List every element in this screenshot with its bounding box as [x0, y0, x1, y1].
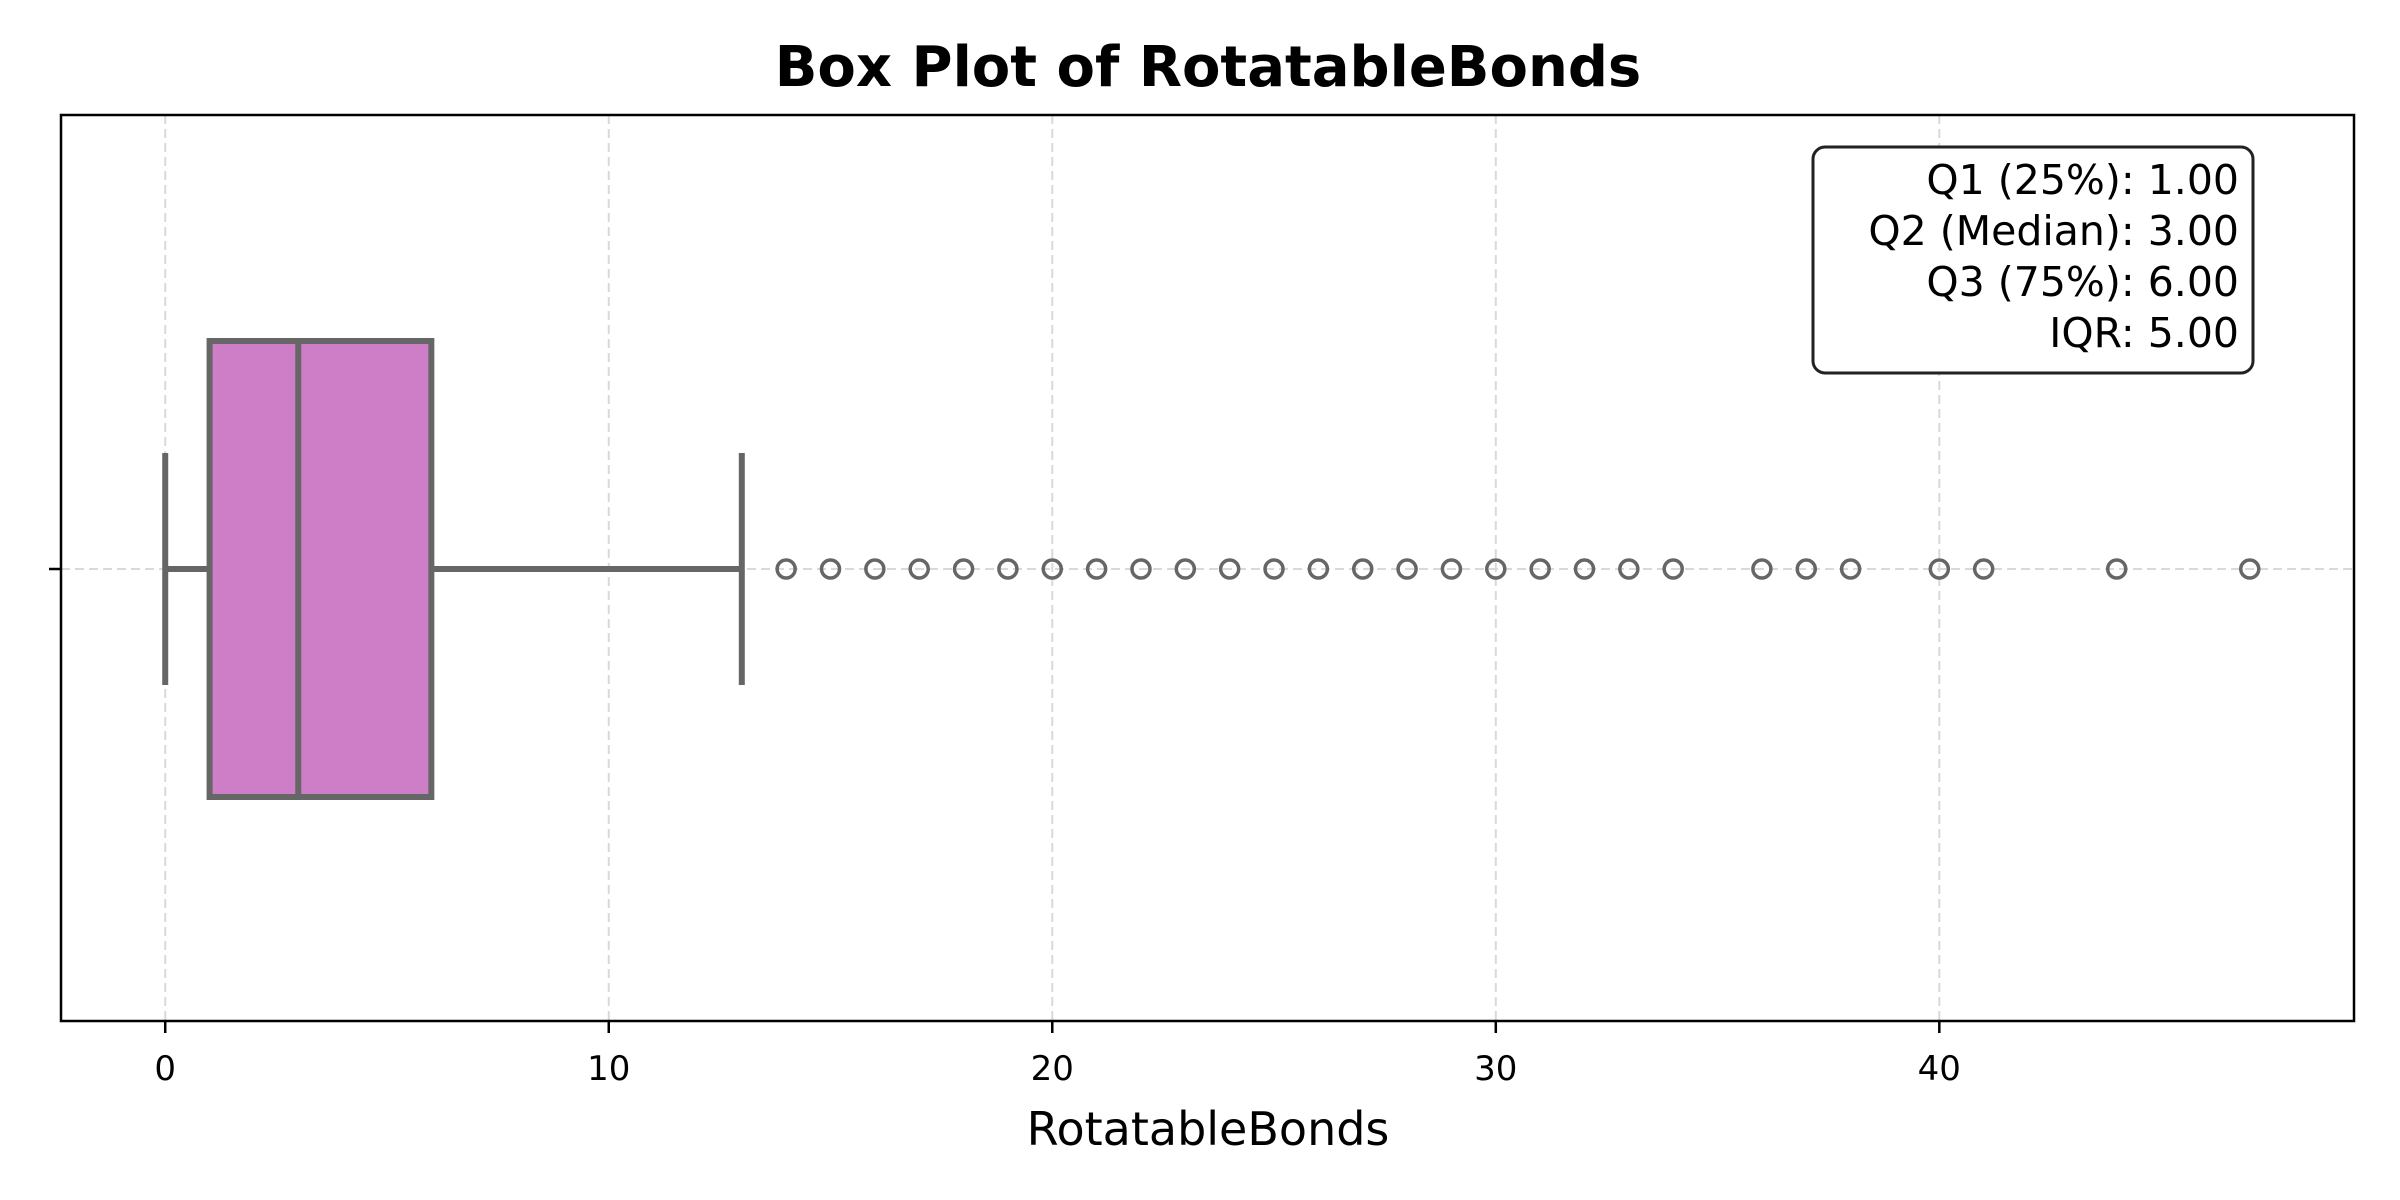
- statistics-line: Q2 (Median): 3.00: [1868, 207, 2239, 255]
- outlier-point: [1573, 558, 1596, 580]
- outlier-point: [1440, 558, 1463, 580]
- outlier-point: [1662, 558, 1684, 580]
- outlier-point: [775, 558, 797, 580]
- outlier-point: [2239, 558, 2261, 580]
- outlier-point: [952, 558, 975, 580]
- outlier-point: [1972, 558, 1995, 580]
- outlier-point: [1130, 558, 1152, 580]
- outlier-point: [1218, 558, 1241, 580]
- x-tick-label: 40: [1918, 1049, 1961, 1089]
- x-tick-label: 30: [1474, 1049, 1517, 1089]
- x-tick-label: 0: [154, 1049, 176, 1089]
- statistics-line: IQR: 5.00: [2049, 309, 2239, 357]
- x-axis-ticks: 0 10 20 30 40: [154, 1021, 1961, 1089]
- box-plot: [162, 338, 745, 800]
- outlier-point: [1618, 558, 1640, 580]
- outlier-point: [2105, 558, 2128, 580]
- chart-title: Box Plot of RotatableBonds: [775, 35, 1642, 100]
- statistics-box-frame: [1811, 145, 2255, 375]
- outlier-point: [1263, 558, 1285, 580]
- outlier-point: [1174, 558, 1197, 580]
- outlier-point: [1085, 558, 1108, 580]
- outlier-point: [1307, 558, 1330, 580]
- outlier-point: [1751, 558, 1773, 580]
- outlier-point: [997, 558, 1019, 580]
- x-tick-label: 20: [1031, 1049, 1074, 1089]
- outlier-point: [1485, 558, 1507, 580]
- outlier-points: [775, 558, 2261, 580]
- outlier-point: [1795, 558, 1818, 580]
- statistics-line: Q1 (25%): 1.00: [1926, 156, 2239, 204]
- outlier-point: [864, 558, 886, 580]
- outlier-point: [1928, 558, 1951, 580]
- outlier-point: [908, 558, 930, 580]
- x-tick-label: 10: [587, 1049, 630, 1089]
- outlier-point: [1396, 558, 1418, 580]
- outlier-point: [1041, 558, 1064, 580]
- statistics-line: Q3 (75%): 6.00: [1926, 258, 2239, 306]
- x-axis-label: RotatableBonds: [1027, 1102, 1390, 1156]
- outlier-point: [1839, 558, 1862, 580]
- outlier-point: [819, 558, 842, 580]
- outlier-point: [1351, 558, 1374, 580]
- interquartile-box: [206, 338, 435, 800]
- outlier-point: [1529, 558, 1551, 580]
